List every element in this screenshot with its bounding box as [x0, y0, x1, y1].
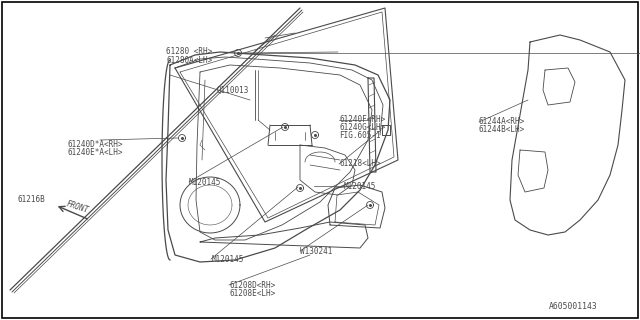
Text: 61240F<RH>: 61240F<RH>: [339, 115, 385, 124]
Text: FIG.605-1: FIG.605-1: [339, 131, 381, 140]
Text: Q110013: Q110013: [216, 86, 249, 95]
Text: 61280A<LH>: 61280A<LH>: [166, 56, 212, 65]
Text: M120145: M120145: [344, 182, 376, 191]
Text: 61240D*A<RH>: 61240D*A<RH>: [67, 140, 123, 149]
Text: 61208D<RH>: 61208D<RH>: [229, 281, 275, 290]
Text: FRONT: FRONT: [65, 199, 90, 215]
Text: 61208E<LH>: 61208E<LH>: [229, 289, 275, 298]
Text: 61244A<RH>: 61244A<RH>: [479, 117, 525, 126]
Text: M120145: M120145: [189, 178, 221, 187]
Text: 61240E*A<LH>: 61240E*A<LH>: [67, 148, 123, 157]
Text: A605001143: A605001143: [549, 302, 598, 311]
Text: 61216B: 61216B: [17, 195, 45, 204]
Text: 61218<LH>: 61218<LH>: [339, 159, 381, 168]
Text: M120145: M120145: [211, 255, 244, 264]
Text: W130241: W130241: [300, 247, 332, 256]
Text: 61244B<LH>: 61244B<LH>: [479, 125, 525, 134]
Text: 61240G<LH>: 61240G<LH>: [339, 123, 385, 132]
Text: 61280 <RH>: 61280 <RH>: [166, 47, 212, 56]
